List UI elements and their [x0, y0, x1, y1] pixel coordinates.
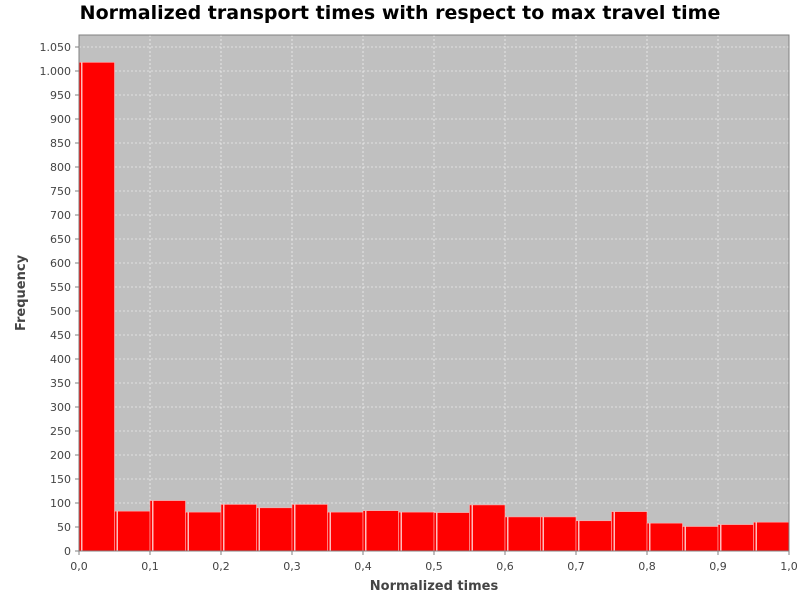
- x-tick-label: 1,0: [780, 560, 798, 573]
- x-tick-label: 0,8: [638, 560, 656, 573]
- histogram-bar: [327, 511, 364, 552]
- y-tick-label: 700: [50, 209, 71, 222]
- histogram-bar: [611, 511, 648, 552]
- x-tick-label: 0,7: [567, 560, 585, 573]
- y-tick-label: 900: [50, 113, 71, 126]
- x-tick-label: 0,6: [496, 560, 514, 573]
- histogram-bar: [149, 500, 186, 552]
- histogram-bar: [185, 511, 222, 552]
- y-tick-label: 400: [50, 353, 71, 366]
- histogram-bar: [398, 511, 435, 552]
- axes: 0 50 100 150 200 250 300 350 400 450 500 550 600 650 7…: [40, 35, 798, 573]
- histogram-bar: [78, 62, 115, 552]
- histogram-bar: [753, 521, 790, 552]
- y-tick-label: 500: [50, 305, 71, 318]
- y-tick-label: 150: [50, 473, 71, 486]
- histogram-bar: [114, 510, 151, 552]
- chart-title: Normalized transport times with respect …: [79, 2, 721, 24]
- x-tick-label: 0,4: [354, 560, 372, 573]
- histogram-bar: [469, 504, 506, 552]
- histogram-bar: [646, 522, 683, 552]
- histogram-bar: [540, 516, 577, 552]
- histogram-bar: [433, 512, 470, 552]
- y-tick-label: 1.050: [40, 41, 72, 54]
- bars-group: [78, 62, 790, 552]
- y-tick-label: 950: [50, 89, 71, 102]
- x-axis-title: Normalized times: [370, 579, 499, 594]
- histogram-bar: [291, 504, 328, 552]
- y-tick-label: 250: [50, 425, 71, 438]
- y-axis-title: Frequency: [14, 254, 29, 331]
- histogram-bar: [575, 520, 612, 552]
- y-tick-label: 450: [50, 329, 71, 342]
- y-tick-label: 650: [50, 233, 71, 246]
- histogram-bar: [362, 510, 399, 552]
- y-tick-label: 100: [50, 497, 71, 510]
- histogram-bar: [717, 524, 754, 552]
- y-tick-label: 50: [57, 521, 71, 534]
- y-tick-label: 350: [50, 377, 71, 390]
- y-tick-label: 600: [50, 257, 71, 270]
- histogram-bar: [220, 504, 257, 552]
- y-tick-label: 0: [64, 545, 71, 558]
- y-tick-label: 550: [50, 281, 71, 294]
- x-tick-label: 0,1: [141, 560, 159, 573]
- x-tick-label: 0,3: [283, 560, 301, 573]
- histogram-bar: [682, 526, 719, 552]
- y-tick-label: 300: [50, 401, 71, 414]
- x-tick-label: 0,0: [70, 560, 88, 573]
- y-tick-label: 800: [50, 161, 71, 174]
- x-tick-label: 0,9: [709, 560, 727, 573]
- x-tick-label: 0,5: [425, 560, 443, 573]
- histogram-bar: [256, 507, 293, 552]
- histogram-bar: [504, 516, 541, 552]
- y-tick-label: 750: [50, 185, 71, 198]
- x-tick-label: 0,2: [212, 560, 230, 573]
- y-tick-label: 850: [50, 137, 71, 150]
- y-tick-label: 1.000: [40, 65, 72, 78]
- y-tick-label: 200: [50, 449, 71, 462]
